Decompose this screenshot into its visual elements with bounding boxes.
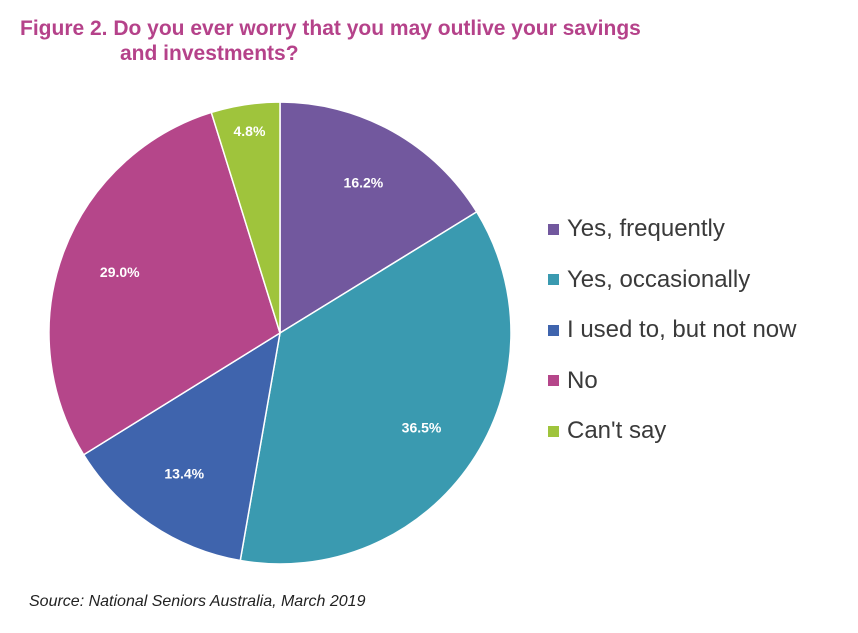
legend-swatch-can-t-say bbox=[548, 425, 559, 437]
legend-swatch-i-used-to-but-not-now bbox=[548, 324, 559, 336]
data-label-yes-occasionally: 36.5% bbox=[402, 420, 442, 436]
pie-slice-yes-occasionally bbox=[239, 210, 512, 565]
chart-title: Figure 2. Do you ever worry that you may… bbox=[20, 16, 740, 66]
chart-legend: Yes, frequently Yes, occasionally I used t… bbox=[548, 204, 797, 457]
legend-swatch-yes-frequently bbox=[548, 223, 559, 235]
data-label-yes-frequently: 16.2% bbox=[344, 174, 384, 190]
data-label-i-used-to-but-not-now: 13.4% bbox=[164, 465, 204, 481]
chart-title-line-1: Figure 2. Do you ever worry that you may… bbox=[20, 17, 641, 40]
pie-slice-no bbox=[48, 111, 281, 456]
legend-item-i-used-to-but-not-now: I used to, but not now bbox=[548, 305, 797, 356]
legend-item-yes-occasionally: Yes, occasionally bbox=[548, 255, 797, 306]
legend-swatch-no bbox=[548, 375, 559, 387]
pie-slice-yes-frequently bbox=[279, 101, 478, 335]
legend-item-no: No bbox=[548, 356, 797, 407]
legend-label-yes-frequently: Yes, frequently bbox=[567, 215, 725, 243]
legend-label-can-t-say: Can't say bbox=[567, 417, 667, 445]
legend-item-can-t-say: Can't say bbox=[548, 406, 797, 457]
data-label-can-t-say: 4.8% bbox=[234, 123, 266, 139]
legend-label-no: No bbox=[567, 366, 598, 394]
legend-swatch-yes-occasionally bbox=[548, 274, 559, 286]
pie-slice-i-used-to-but-not-now bbox=[82, 331, 282, 562]
data-label-no: 29.0% bbox=[100, 264, 140, 280]
legend-label-yes-occasionally: Yes, occasionally bbox=[567, 265, 751, 293]
legend-item-yes-frequently: Yes, frequently bbox=[548, 204, 797, 255]
chart-title-line-2: and investments? bbox=[120, 42, 299, 65]
source-note: Source: National Seniors Australia, Marc… bbox=[29, 593, 366, 610]
pie-slice-can-t-say bbox=[210, 101, 281, 334]
legend-label-i-used-to-but-not-now: I used to, but not now bbox=[567, 316, 797, 344]
